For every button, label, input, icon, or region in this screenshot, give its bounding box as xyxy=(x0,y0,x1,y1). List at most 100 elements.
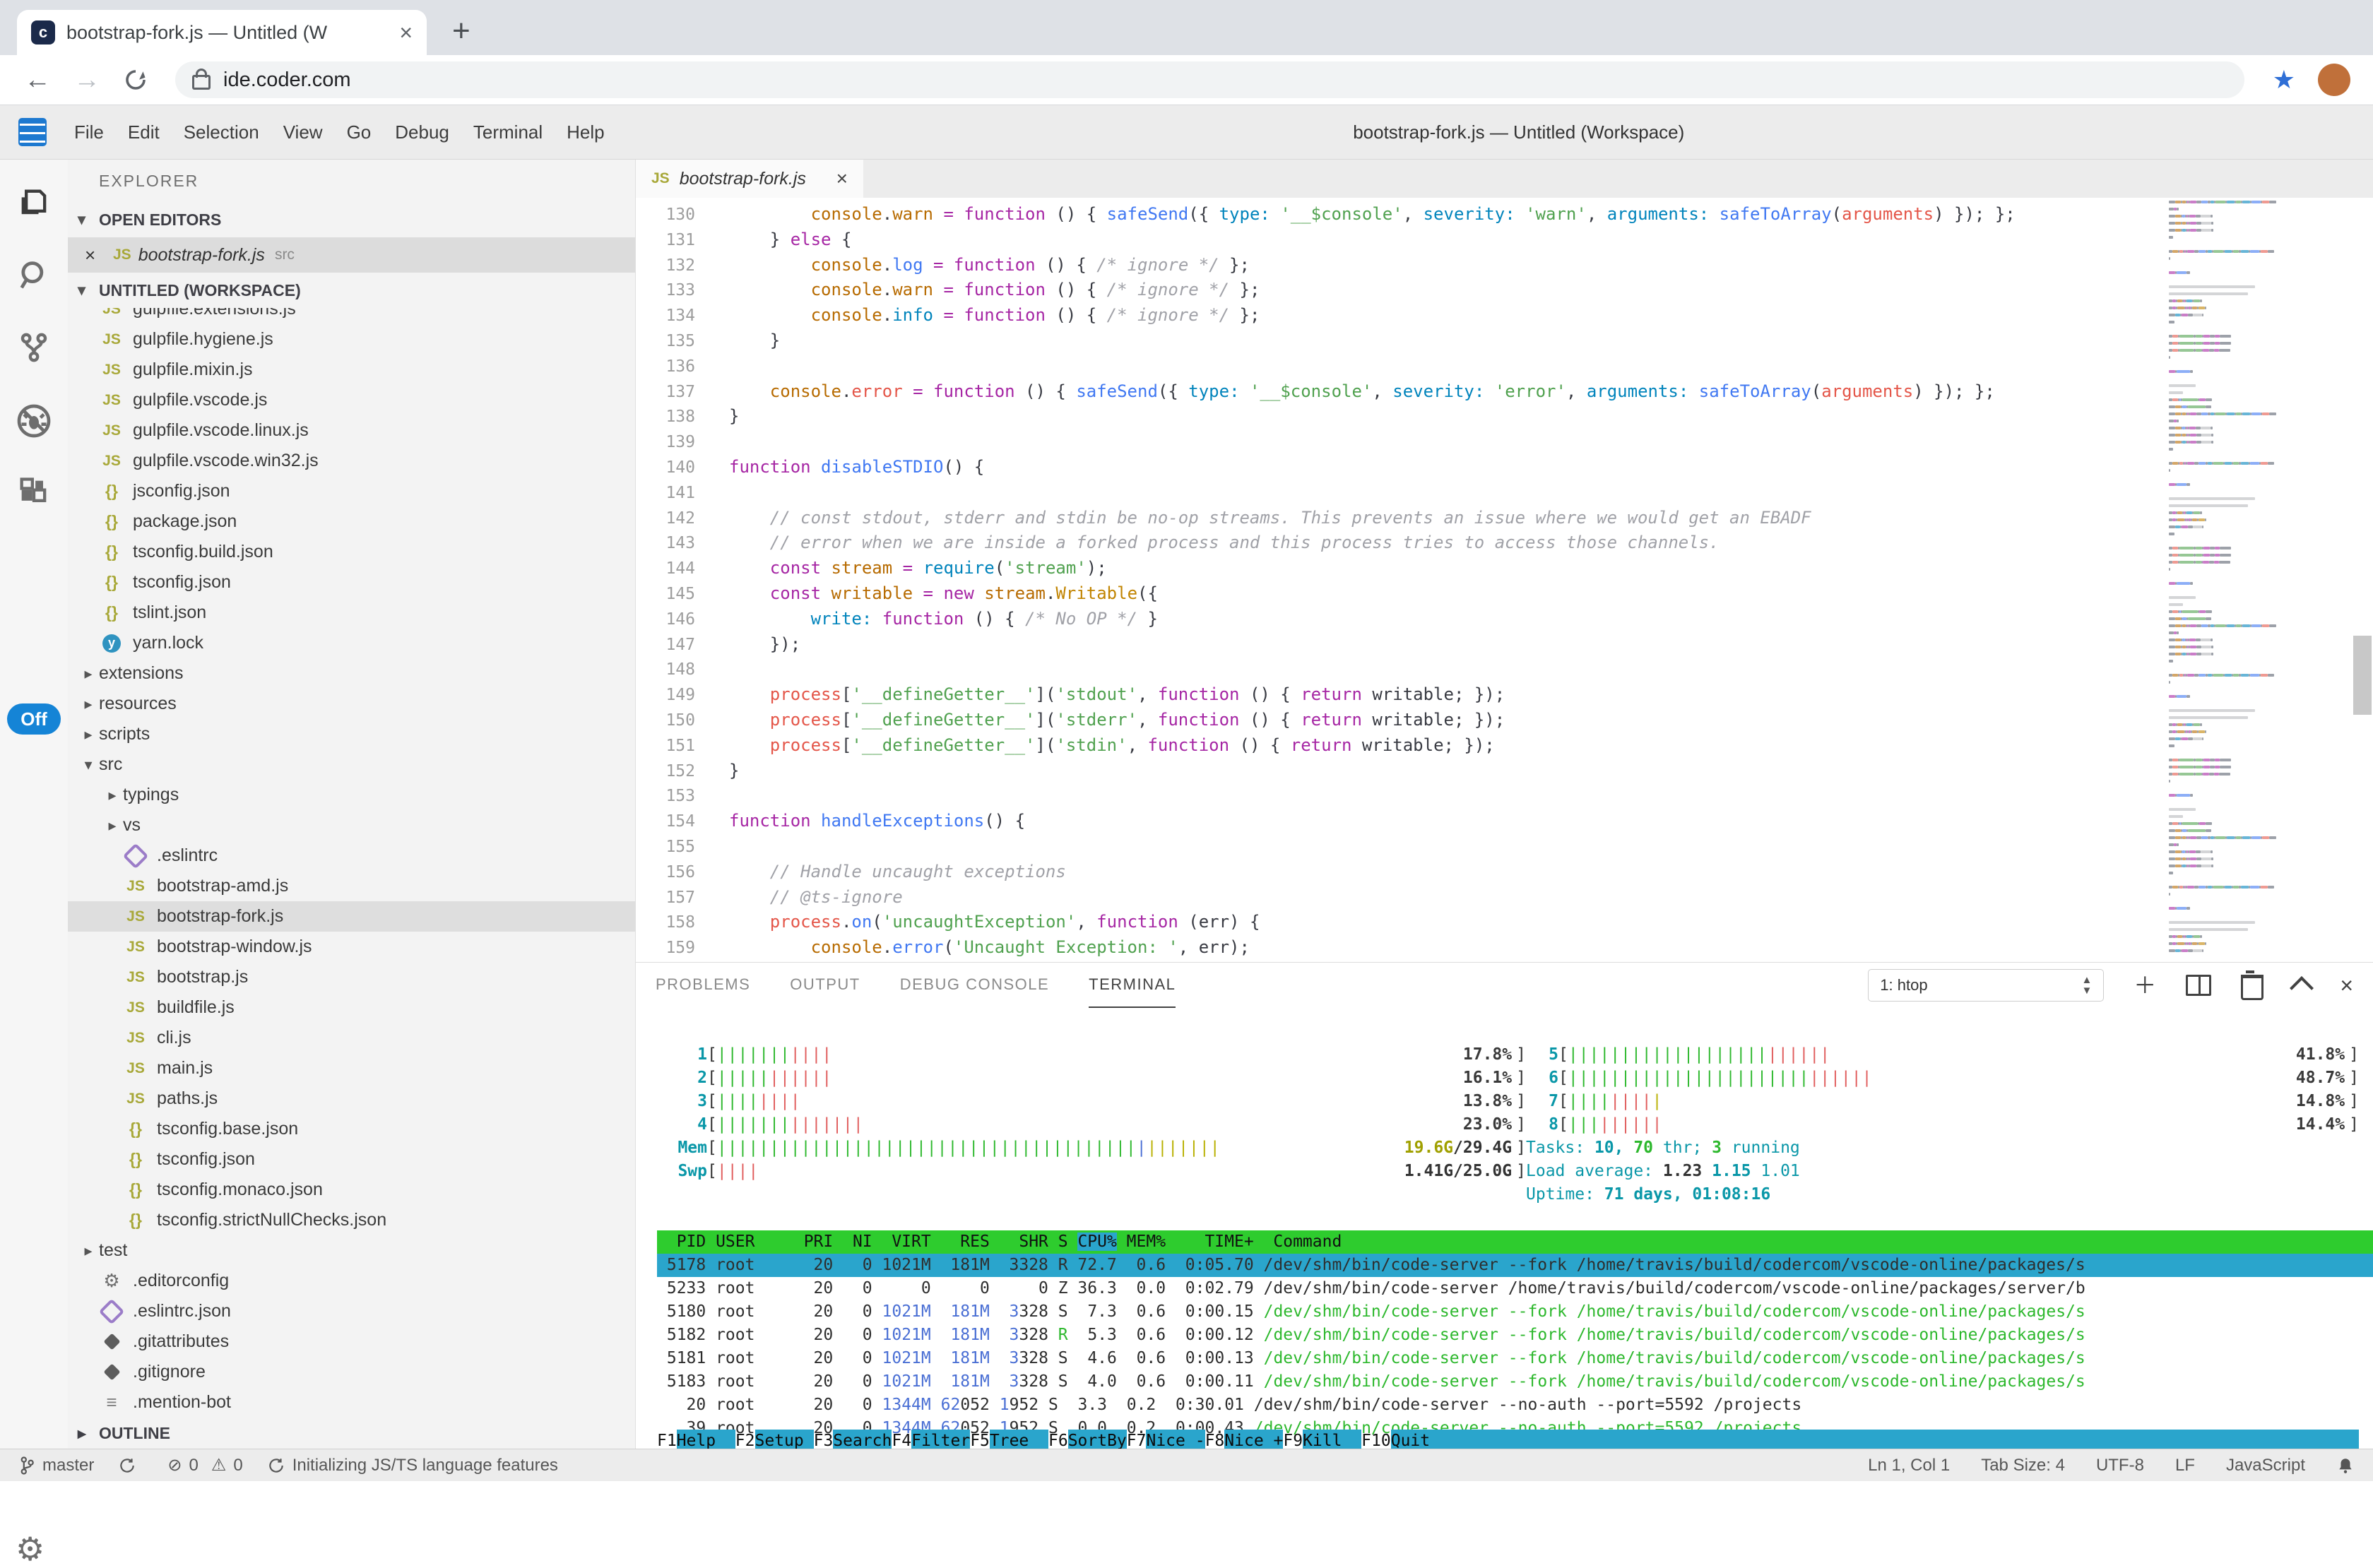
back-icon[interactable]: ← xyxy=(24,65,51,95)
code-line-144: 144 const stream = require('stream'); xyxy=(665,558,1107,578)
tree-item-bootstrap-amd.js[interactable]: JS bootstrap-amd.js xyxy=(68,871,635,901)
tree-item-.gitattributes[interactable]: .gitattributes xyxy=(68,1326,635,1357)
tree-item-src[interactable]: ▾ src xyxy=(68,749,635,780)
kill-terminal-icon[interactable] xyxy=(2241,970,2264,1000)
tree-item-cli.js[interactable]: JS cli.js xyxy=(68,1023,635,1053)
workspace-header[interactable]: ▾ UNTITLED (WORKSPACE) xyxy=(78,280,301,299)
code-editor[interactable]: 130 console.warn = function () { safeSen… xyxy=(636,198,2373,962)
collaboration-off-badge[interactable]: Off xyxy=(7,703,61,735)
htop-function-key-bar: F1 Help F2 Setup F3 Search F4 Filter F5 Tree F6… xyxy=(657,1430,2359,1449)
menu-terminal[interactable]: Terminal xyxy=(473,121,543,143)
tree-item-tsconfig.json[interactable]: {} tsconfig.json xyxy=(68,567,635,598)
tab-size[interactable]: Tab Size: 4 xyxy=(1981,1455,2065,1475)
tree-item-vs[interactable]: ▸ vs xyxy=(68,810,635,841)
terminal-select[interactable]: 1: htop ▲ ▼ xyxy=(1868,969,2105,1002)
js-file-icon: JS xyxy=(126,1090,145,1107)
outline-header[interactable]: ▸ OUTLINE xyxy=(78,1423,170,1442)
app-logo-icon[interactable] xyxy=(18,118,47,146)
js-file-icon: JS xyxy=(126,1059,145,1076)
menu-file[interactable]: File xyxy=(74,121,104,143)
tree-item-tsconfig.base.json[interactable]: {} tsconfig.base.json xyxy=(68,1114,635,1144)
git-branch-item[interactable]: master xyxy=(18,1456,94,1475)
new-terminal-icon[interactable]: ＋ xyxy=(2134,973,2157,998)
open-editor-item[interactable]: × JS bootstrap-fork.js src xyxy=(68,237,635,273)
maximize-panel-icon[interactable] xyxy=(2290,976,2314,1000)
notifications-bell-icon[interactable] xyxy=(2336,1456,2355,1475)
tree-item-.eslintrc[interactable]: .eslintrc xyxy=(68,841,635,871)
bookmark-star-icon[interactable]: ★ xyxy=(2272,65,2295,94)
tree-item-bootstrap.js[interactable]: JS bootstrap.js xyxy=(68,962,635,992)
language-mode[interactable]: JavaScript xyxy=(2225,1455,2305,1475)
explorer-icon[interactable] xyxy=(16,185,52,222)
tree-item-resources[interactable]: ▸ resources xyxy=(68,689,635,719)
open-editors-header[interactable]: ▾ OPEN EDITORS xyxy=(78,210,222,229)
tree-item-typings[interactable]: ▸ typings xyxy=(68,780,635,810)
tree-item-.editorconfig[interactable]: ⚙ .editorconfig xyxy=(68,1266,635,1296)
sync-item[interactable] xyxy=(118,1456,143,1475)
tree-item-gulpfile.hygiene.js[interactable]: JS gulpfile.hygiene.js xyxy=(68,324,635,355)
code-line-145: 145 const writable = new stream.Writable… xyxy=(665,583,1158,603)
url-bar[interactable]: ide.coder.com xyxy=(175,61,2244,98)
minimap[interactable] xyxy=(2169,201,2282,959)
tree-item-main.js[interactable]: JS main.js xyxy=(68,1053,635,1083)
tree-item-gulpfile.mixin.js[interactable]: JS gulpfile.mixin.js xyxy=(68,355,635,385)
problems-item[interactable]: ⊘ 0 ⚠ 0 xyxy=(167,1455,243,1475)
menu-selection[interactable]: Selection xyxy=(183,121,259,143)
split-terminal-icon[interactable] xyxy=(2186,975,2212,996)
eol[interactable]: LF xyxy=(2174,1455,2195,1475)
editor-tab[interactable]: JS bootstrap-fork.js × xyxy=(636,160,863,198)
tree-item-test[interactable]: ▸ test xyxy=(68,1235,635,1266)
debug-disabled-icon[interactable] xyxy=(14,401,54,441)
panel-tab-debug-console[interactable]: DEBUG CONSOLE xyxy=(899,975,1050,993)
tree-item-gulpfile.vscode.js[interactable]: JS gulpfile.vscode.js xyxy=(68,385,635,415)
tree-item-bootstrap-window.js[interactable]: JS bootstrap-window.js xyxy=(68,932,635,962)
tree-item-gulpfile.vscode.linux.js[interactable]: JS gulpfile.vscode.linux.js xyxy=(68,415,635,446)
tree-item-gulpfile.extensions.js[interactable]: JS gulpfile.extensions.js xyxy=(68,308,635,324)
panel-tab-output[interactable]: OUTPUT xyxy=(790,975,860,993)
tree-item-yarn.lock[interactable]: y yarn.lock xyxy=(68,628,635,658)
close-icon[interactable]: × xyxy=(836,167,848,189)
git-branch-icon xyxy=(18,1456,35,1475)
menu-go[interactable]: Go xyxy=(346,121,372,143)
tree-item-tsconfig.json[interactable]: {} tsconfig.json xyxy=(68,1144,635,1175)
browser-tab[interactable]: c bootstrap-fork.js — Untitled (W × xyxy=(17,10,427,55)
chevron-right-icon: ▸ xyxy=(84,664,93,682)
tree-item-.eslintrc.json[interactable]: .eslintrc.json xyxy=(68,1296,635,1326)
close-icon[interactable]: × xyxy=(85,244,96,266)
cursor-position[interactable]: Ln 1, Col 1 xyxy=(1868,1455,1951,1475)
tree-item-gulpfile.vscode.win32.js[interactable]: JS gulpfile.vscode.win32.js xyxy=(68,446,635,476)
new-tab-button[interactable]: + xyxy=(452,13,471,48)
tree-item-tslint.json[interactable]: {} tslint.json xyxy=(68,598,635,628)
terminal[interactable]: 1[||||||||||| 17.8%] 5[|||||||||||||||||||… xyxy=(636,1008,2373,1449)
close-panel-icon[interactable]: × xyxy=(2340,973,2353,998)
tree-item-package.json[interactable]: {} package.json xyxy=(68,506,635,537)
panel-tab-problems[interactable]: PROBLEMS xyxy=(656,975,751,993)
menu-edit[interactable]: Edit xyxy=(127,121,160,143)
code-line-139: 139 xyxy=(665,433,695,452)
tree-item-.gitignore[interactable]: .gitignore xyxy=(68,1357,635,1387)
source-control-icon[interactable] xyxy=(16,329,52,366)
reload-icon[interactable] xyxy=(123,67,148,93)
avatar[interactable] xyxy=(2318,64,2350,96)
tree-item-buildfile.js[interactable]: JS buildfile.js xyxy=(68,992,635,1023)
tree-item-tsconfig.strictNullChecks.json[interactable]: {} tsconfig.strictNullChecks.json xyxy=(68,1205,635,1235)
editor-scrollbar[interactable] xyxy=(2353,636,2372,715)
tree-item-tsconfig.build.json[interactable]: {} tsconfig.build.json xyxy=(68,537,635,567)
tree-item-tsconfig.monaco.json[interactable]: {} tsconfig.monaco.json xyxy=(68,1175,635,1205)
tree-item-bootstrap-fork.js[interactable]: JS bootstrap-fork.js xyxy=(68,901,635,932)
tree-item-paths.js[interactable]: JS paths.js xyxy=(68,1083,635,1114)
panel-tab-terminal[interactable]: TERMINAL xyxy=(1089,963,1176,1008)
menu-debug[interactable]: Debug xyxy=(395,121,449,143)
search-icon[interactable] xyxy=(16,257,52,294)
encoding[interactable]: UTF-8 xyxy=(2095,1455,2144,1475)
menu-help[interactable]: Help xyxy=(567,121,605,143)
settings-gear-icon[interactable]: ⚙ xyxy=(16,1531,45,1567)
browser-tab-close-icon[interactable]: × xyxy=(399,19,413,45)
language-status-item[interactable]: Initializing JS/TS language features xyxy=(267,1456,558,1475)
tree-item-scripts[interactable]: ▸ scripts xyxy=(68,719,635,749)
tree-item-extensions[interactable]: ▸ extensions xyxy=(68,658,635,689)
tree-item-.mention-bot[interactable]: ≡ .mention-bot xyxy=(68,1387,635,1418)
tree-item-jsconfig.json[interactable]: {} jsconfig.json xyxy=(68,476,635,506)
menu-view[interactable]: View xyxy=(283,121,323,143)
extensions-icon[interactable] xyxy=(16,475,52,511)
